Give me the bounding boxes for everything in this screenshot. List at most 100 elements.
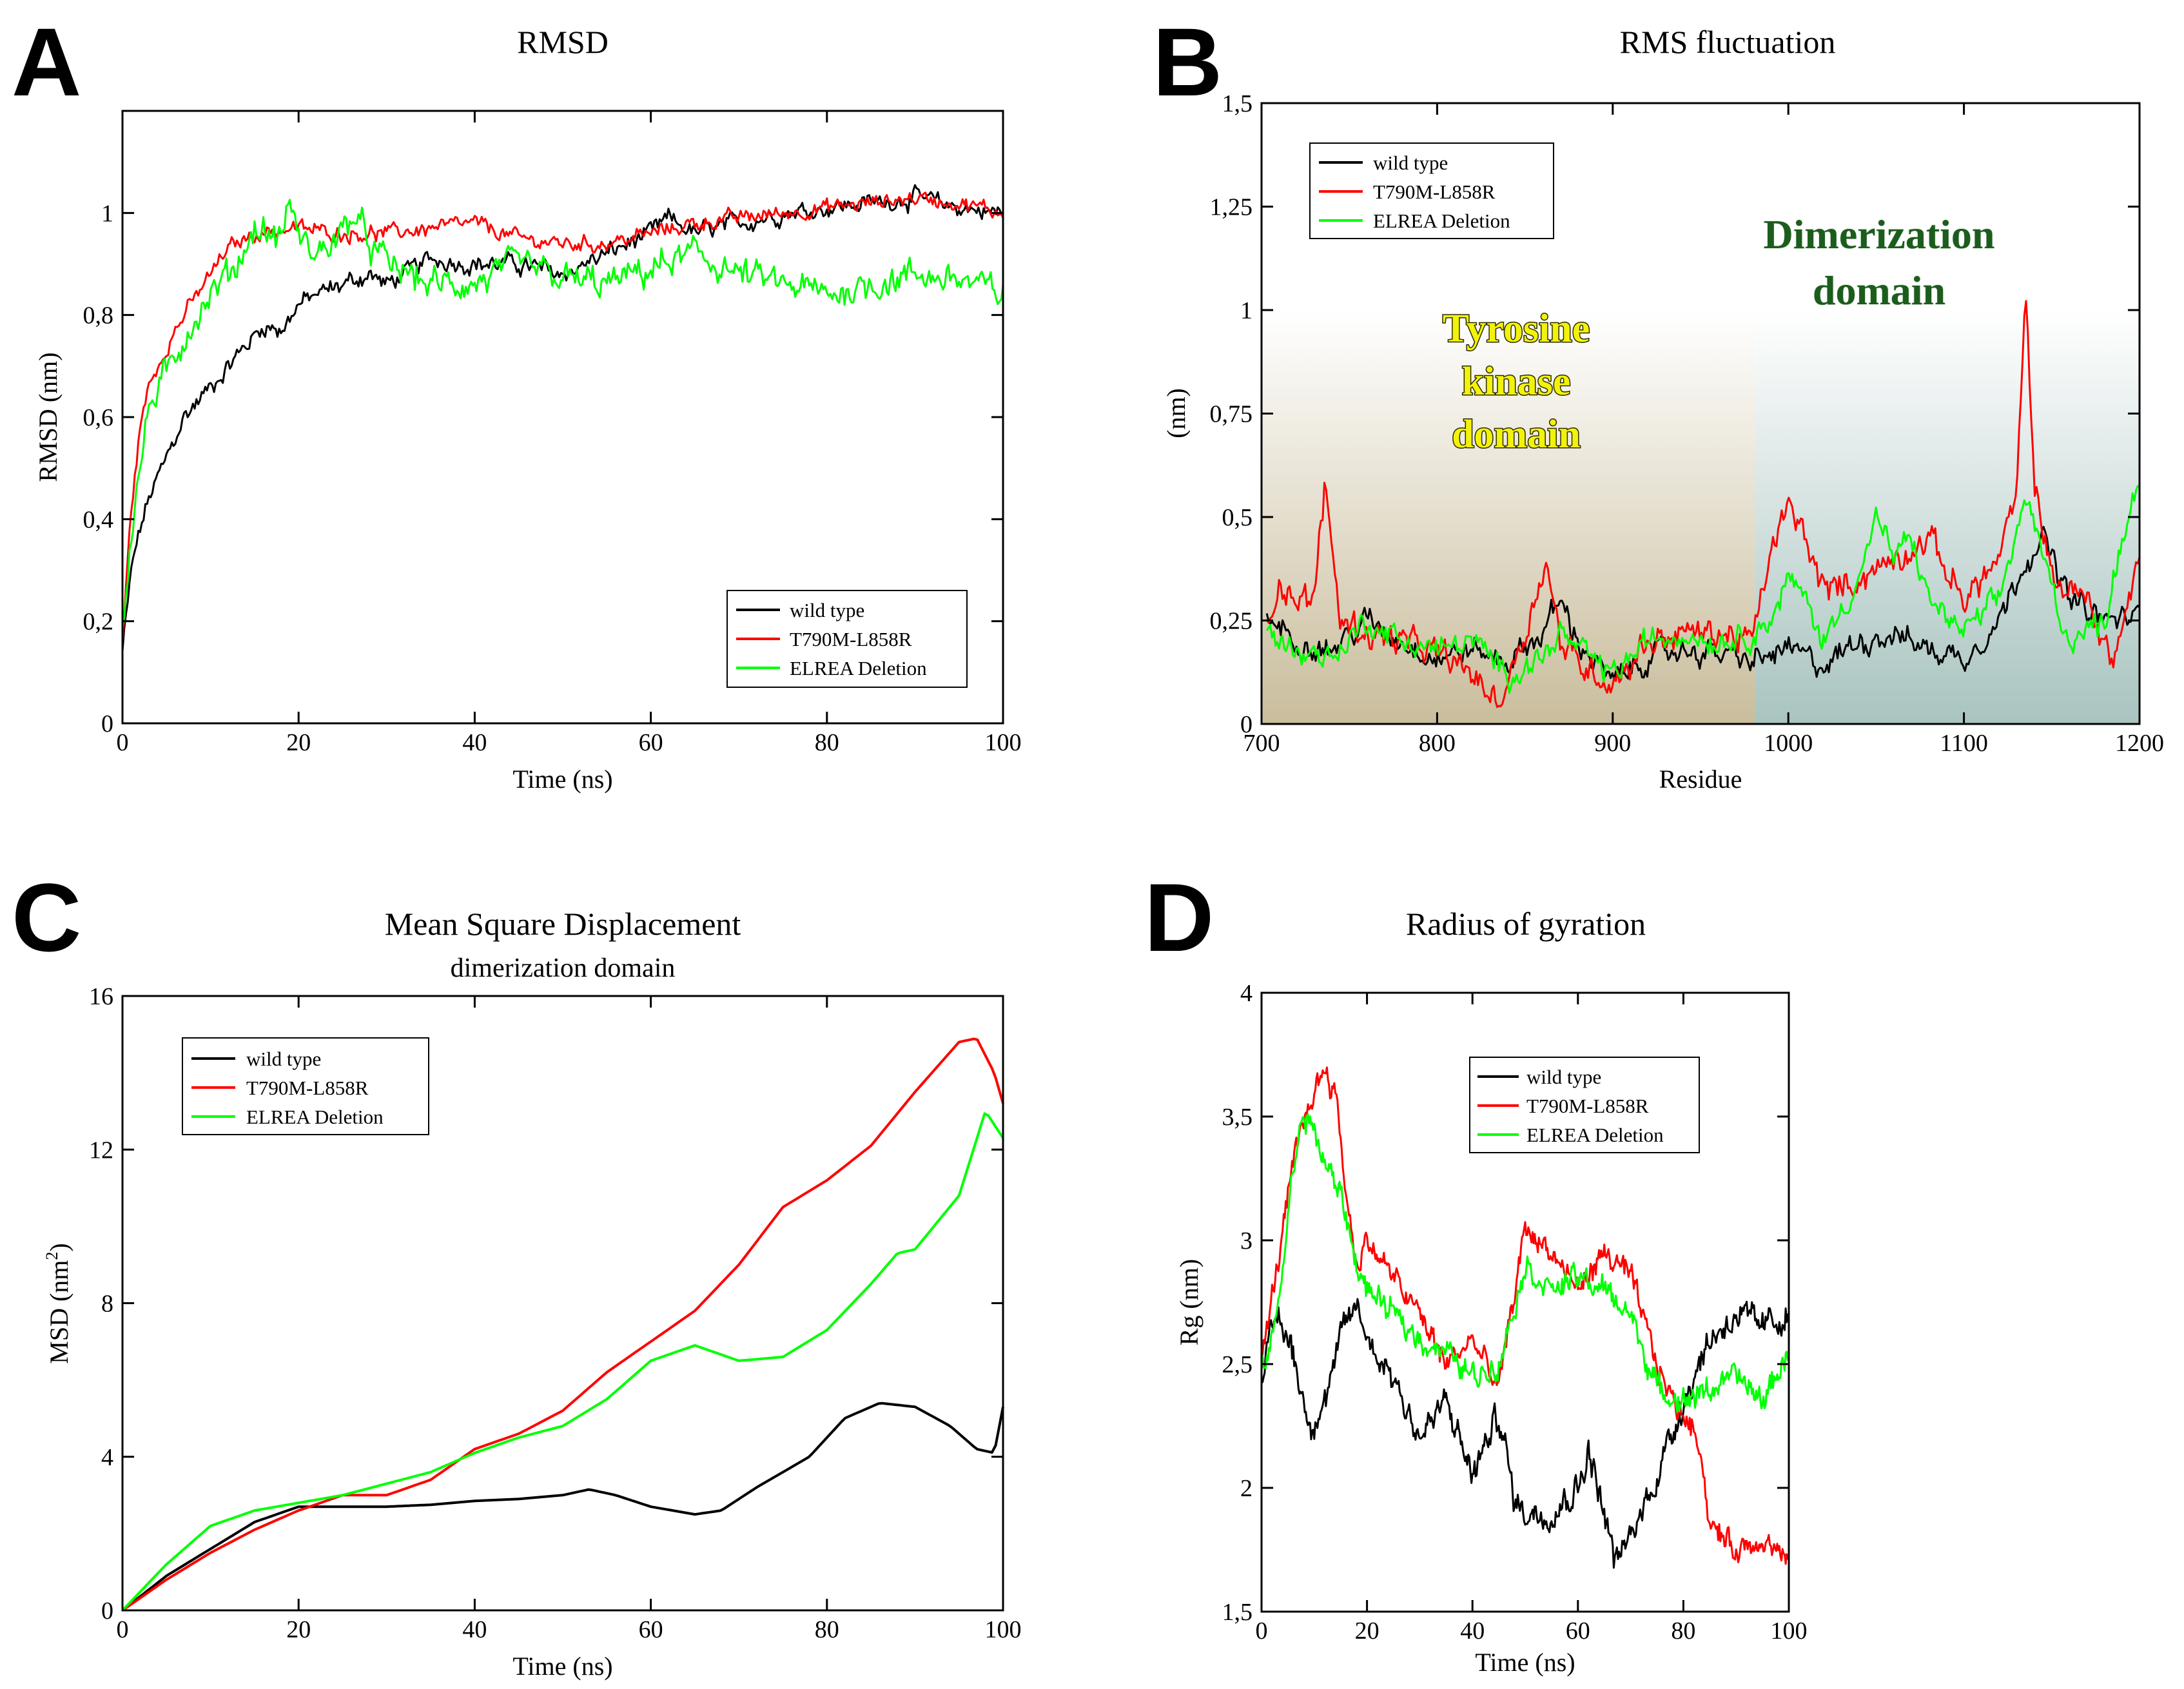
y-axis-label-sup: 2 — [43, 1252, 61, 1260]
plot-area-b — [1265, 300, 2141, 708]
legend-label-elrea: ELREA Deletion — [1373, 210, 1510, 232]
region-label-line: Dimerization — [1764, 211, 1995, 257]
legend-label-wild-type: wild type — [246, 1048, 321, 1070]
region-label-kinase: Tyrosine kinase domain — [1441, 306, 1591, 458]
legend-label-elrea: ELREA Deletion — [1526, 1124, 1664, 1146]
series-line-t790m-l858r — [121, 191, 1004, 641]
y-axis-label: (nm) — [1162, 388, 1191, 438]
y-tick-label: 3,5 — [1222, 1104, 1253, 1131]
x-axis-label: Time (ns) — [1475, 1648, 1575, 1677]
x-tick-label: 40 — [462, 729, 487, 756]
y-tick-label: 12 — [89, 1137, 113, 1164]
y-tick-label: 1 — [1240, 297, 1253, 324]
panel-letter-c: C — [12, 863, 81, 971]
panel-letter-a: A — [12, 8, 81, 116]
x-tick-label: 60 — [1566, 1617, 1590, 1645]
legend-label-elrea: ELREA Deletion — [246, 1106, 384, 1128]
y-ticks-c: 0 4 8 12 16 — [89, 983, 1003, 1625]
panel-letter-d: D — [1144, 863, 1214, 971]
y-axis-label-main: MSD (nm — [44, 1260, 73, 1364]
x-tick-label: 1000 — [1764, 730, 1813, 757]
legend-b: wild type T790M-L858R ELREA Deletion — [1309, 142, 1554, 239]
x-tick-label: 100 — [985, 1616, 1022, 1643]
domain-region-1 — [1755, 310, 2140, 724]
y-tick-label: 2 — [1240, 1475, 1253, 1502]
plot-area-d — [1260, 1066, 1790, 1569]
series-line-elrea-deletion — [121, 1112, 1004, 1612]
chart-title: RMSD — [517, 24, 609, 60]
y-tick-label: 0,2 — [83, 609, 114, 636]
x-tick-label: 700 — [1243, 730, 1280, 757]
y-tick-label: 1,5 — [1222, 90, 1253, 117]
panel-b: B RMS fluctuation 700 800 900 1000 1100 1200 … — [1153, 8, 2164, 794]
legend-label-t790m: T790M-L858R — [1373, 181, 1496, 203]
x-tick-label: 60 — [639, 729, 663, 756]
x-tick-label: 40 — [462, 1616, 487, 1643]
region-label-dimerization: Dimerization domain — [1763, 211, 1996, 314]
legend-c: wild type T790M-L858R ELREA Deletion — [182, 1037, 429, 1135]
legend-label-t790m: T790M-L858R — [1526, 1095, 1649, 1117]
legend-label-wild-type: wild type — [1526, 1066, 1601, 1088]
x-tick-label: 80 — [1671, 1617, 1695, 1645]
series-line-wild-type — [121, 1401, 1004, 1612]
x-ticks-b: 700 800 900 1000 1100 1200 — [1243, 103, 2164, 757]
y-tick-label: 0 — [1240, 711, 1253, 738]
x-tick-label: 20 — [286, 729, 311, 756]
region-label-line: Tyrosine — [1443, 307, 1590, 351]
series-line-t790m-l858r — [121, 1037, 1004, 1612]
series-line-t790m-l858r — [1260, 1066, 1790, 1565]
x-tick-label: 100 — [985, 729, 1022, 756]
plot-area-c — [121, 1037, 1004, 1612]
y-tick-label: 1 — [101, 200, 113, 227]
series-line-elrea-deletion — [1260, 1113, 1789, 1413]
y-axis-label: MSD (nm2) — [43, 1243, 73, 1363]
x-tick-label: 40 — [1460, 1617, 1485, 1645]
x-tick-label: 900 — [1594, 730, 1631, 757]
x-tick-label: 1100 — [1940, 730, 1988, 757]
x-tick-label: 100 — [1771, 1617, 1808, 1645]
y-tick-label: 1,5 — [1222, 1599, 1253, 1626]
legend-label-wild-type: wild type — [790, 599, 864, 621]
panel-letter-b: B — [1153, 8, 1222, 116]
x-tick-label: 80 — [815, 729, 839, 756]
region-label-line: domain — [1452, 413, 1581, 456]
y-tick-label: 16 — [89, 983, 113, 1010]
x-axis-label: Residue — [1659, 765, 1742, 794]
y-tick-label: 3 — [1240, 1227, 1253, 1255]
chart-subtitle: dimerization domain — [451, 953, 676, 983]
plot-area-a — [121, 184, 1004, 652]
x-ticks-d: 0 20 40 60 80 100 — [1256, 993, 1808, 1645]
x-tick-label: 60 — [639, 1616, 663, 1643]
y-tick-label: 0 — [101, 1597, 113, 1625]
panel-a: A RMSD 0 20 40 60 80 100 0 0,2 0,4 0,6 0,8 1 Time … — [12, 8, 1022, 794]
y-tick-label: 0,5 — [1222, 504, 1253, 531]
x-tick-label: 80 — [815, 1616, 839, 1643]
x-ticks-a: 0 20 40 60 80 100 — [117, 111, 1022, 756]
series-line-wild-type — [1261, 1298, 1790, 1569]
x-tick-label: 0 — [1256, 1617, 1268, 1645]
series-line-wild-type — [1265, 525, 2141, 681]
y-ticks-a: 0 0,2 0,4 0,6 0,8 1 — [83, 200, 1003, 737]
y-tick-label: 4 — [101, 1444, 113, 1471]
series-line-elrea-deletion — [121, 199, 1004, 628]
region-label-line: kinase — [1462, 360, 1571, 404]
series-line-elrea-deletion — [1265, 485, 2140, 694]
y-tick-label: 8 — [101, 1291, 113, 1318]
y-tick-label: 0,4 — [83, 506, 114, 533]
y-tick-label: 4 — [1240, 980, 1253, 1007]
legend-label-wild-type: wild type — [1373, 151, 1448, 174]
x-tick-label: 0 — [117, 1616, 129, 1643]
chart-title: Mean Square Displacement — [385, 906, 741, 942]
legend-label-t790m: T790M-L858R — [246, 1077, 369, 1099]
legend-a: wild type T790M-L858R ELREA Deletion — [726, 590, 968, 688]
x-tick-label: 20 — [286, 1616, 311, 1643]
legend-d: wild type T790M-L858R ELREA Deletion — [1469, 1057, 1700, 1153]
series-line-wild-type — [121, 184, 1004, 652]
legend-label-t790m: T790M-L858R — [790, 628, 912, 650]
y-axis-label: Rg (nm) — [1175, 1259, 1204, 1345]
domain-regions — [1262, 310, 2140, 724]
chart-title: RMS fluctuation — [1620, 24, 1836, 60]
y-axis-label-end: ) — [44, 1243, 73, 1251]
